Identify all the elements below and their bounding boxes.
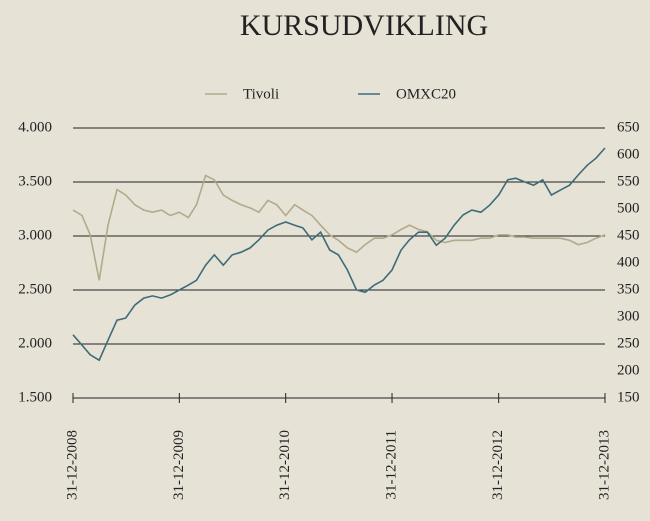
legend-label: Tivoli: [243, 86, 279, 102]
x-tick-label: 31-12-2011: [383, 430, 399, 499]
series-line: [72, 147, 606, 362]
y-tick-label: 3.500: [18, 173, 52, 189]
y2-tick-label: 450: [617, 227, 640, 243]
x-tick-label: 31-12-2009: [171, 430, 187, 500]
y-tick-label: 3.000: [18, 227, 52, 243]
series-line: [72, 174, 606, 281]
y2-tick-label: 300: [617, 308, 640, 324]
y2-tick-label: 350: [617, 281, 640, 297]
x-tick-label: 31-12-2013: [596, 430, 612, 500]
y2-tick-label: 550: [617, 173, 640, 189]
x-tick-label: 31-12-2010: [277, 430, 293, 500]
y-tick-label: 1.500: [18, 389, 52, 405]
x-tick-label: 31-12-2008: [64, 430, 80, 500]
y-tick-label: 4.000: [18, 119, 52, 135]
chart-title: KURSUDVIKLING: [240, 9, 488, 42]
y2-tick-label: 650: [617, 119, 640, 135]
y2-tick-label: 600: [617, 146, 640, 162]
y2-tick-label: 150: [617, 389, 640, 405]
legend-label: OMXC20: [396, 86, 456, 102]
y2-tick-label: 250: [617, 335, 640, 351]
x-tick-label: 31-12-2012: [490, 430, 506, 500]
y2-tick-label: 200: [617, 362, 640, 378]
y-tick-label: 2.500: [18, 281, 52, 297]
y-tick-label: 2.000: [18, 335, 52, 351]
y2-tick-label: 400: [617, 254, 640, 270]
y2-tick-label: 500: [617, 200, 640, 216]
